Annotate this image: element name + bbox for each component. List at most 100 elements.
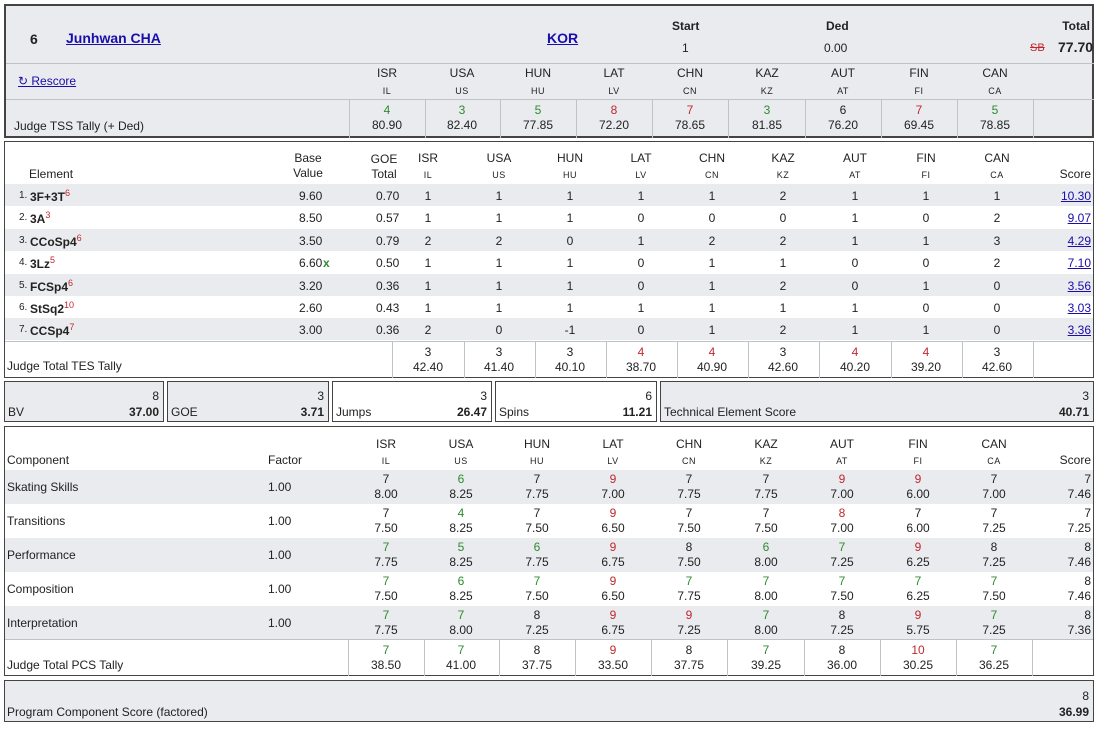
- element-score-link[interactable]: 3.56: [1067, 278, 1091, 293]
- pc-judge-code-aut: AT: [836, 456, 848, 466]
- judge-code-kaz: KZ: [760, 86, 774, 96]
- element-score-link[interactable]: 4.29: [1067, 233, 1091, 248]
- judge-goe-mark: 0: [993, 278, 1001, 293]
- component-judge-rank: 7: [838, 540, 846, 554]
- judge-goe-mark: 1: [424, 211, 432, 226]
- element-sup: 3: [45, 210, 51, 221]
- tes-tally-rank: 3: [424, 345, 432, 359]
- pc-judge-header-fin: FIN: [908, 437, 928, 451]
- judge-goe-mark: 1: [708, 256, 716, 271]
- component-score-rank: 8: [1084, 608, 1091, 622]
- component-judge-value: 6.50: [601, 521, 625, 535]
- judge-header-lat: LAT: [603, 66, 625, 80]
- judge-goe-mark: 0: [495, 323, 503, 338]
- element-code-text: 3Lz: [30, 257, 51, 272]
- component-judge-value: 8.25: [449, 521, 473, 535]
- component-judge-rank: 7: [382, 540, 390, 554]
- judge-goe-mark: 0: [779, 211, 787, 226]
- el-judge-code-hun: HU: [563, 170, 577, 180]
- element-sup: 6: [68, 277, 74, 288]
- component-judge-rank: 9: [609, 608, 617, 622]
- pc-judge-header-lat: LAT: [602, 437, 624, 451]
- tes-tally-rank: 4: [851, 345, 859, 359]
- spins-box: 6 Spins 11.21: [495, 381, 657, 422]
- judge-goe-mark: 1: [566, 278, 574, 293]
- ded-value: 0.00: [824, 41, 848, 55]
- component-name: Composition: [7, 582, 74, 596]
- component-judge-value: 7.75: [525, 487, 549, 501]
- ded-label: Ded: [826, 19, 849, 33]
- pc-judge-code-lat: LV: [607, 456, 619, 466]
- component-judge-rank: 7: [990, 506, 998, 520]
- judge-goe-mark: 1: [851, 233, 859, 248]
- element-score-link[interactable]: 3.03: [1067, 301, 1091, 315]
- component-judge-rank: 9: [838, 472, 846, 486]
- component-judge-rank: 7: [685, 574, 693, 588]
- element-row: 7. CCSp47 3.00 0.36 2 0 -1 0 1 2 1 1 0 3.36: [5, 318, 1093, 340]
- component-judge-rank: 7: [685, 506, 693, 520]
- tes-tally-rank: 3: [566, 345, 574, 359]
- element-goe-total: 0.36: [376, 278, 400, 293]
- judge-goe-mark: 1: [922, 278, 930, 293]
- judge-goe-mark: 0: [993, 301, 1001, 315]
- judge-goe-mark: 1: [779, 256, 787, 271]
- spins-label: Spins: [499, 405, 530, 419]
- component-row: Performance 1.00 7 7.75 5 8.25 6 7.75 9 6.75 8 7.50…: [5, 538, 1093, 572]
- component-judge-value: 6.25: [906, 589, 930, 603]
- element-score-link[interactable]: 3.36: [1067, 323, 1091, 338]
- judge-goe-mark: 1: [424, 189, 432, 203]
- pcs-tally-rank: 7: [762, 643, 770, 657]
- element-row: 2. 3A3 8.50 0.57 1 1 1 0 0 0 1 0 2 9.07: [5, 206, 1093, 228]
- element-score-link[interactable]: 7.10: [1067, 256, 1091, 271]
- component-factor: 1.00: [268, 514, 292, 528]
- nation-link[interactable]: KOR: [547, 30, 579, 46]
- component-judge-rank: 7: [685, 472, 693, 486]
- judge-code-fin: FI: [914, 86, 924, 96]
- element-sup: 6: [76, 232, 82, 243]
- component-judge-rank: 7: [990, 608, 998, 622]
- judge-goe-mark: 1: [495, 189, 503, 203]
- el-judge-header-usa: USA: [486, 151, 512, 165]
- goe-box: 3 GOE 3.71: [167, 381, 329, 422]
- element-index: 1.: [19, 190, 28, 201]
- goe-value: 3.71: [300, 405, 324, 419]
- component-judge-rank: 7: [762, 574, 770, 588]
- element-row: 1. 3F+3T6 9.60 0.70 1 1 1 1 1 2 1 1 1 10.30: [5, 184, 1093, 206]
- component-judge-rank: 7: [382, 608, 390, 622]
- pcs-tally-label: Judge Total PCS Tally: [7, 658, 124, 672]
- element-row: 4. 3Lz5 6.60 x 0.50 1 1 1 0 1 1 0 0 2 7.10: [5, 251, 1093, 273]
- element-goe-total: 0.43: [376, 301, 400, 315]
- skater-name-link[interactable]: Junhwan CHA: [66, 30, 161, 46]
- judge-goe-mark: 1: [637, 189, 645, 203]
- component-score-rank: 7: [1084, 472, 1091, 486]
- pc-judge-code-hun: HU: [530, 456, 544, 466]
- component-score: 7.46: [1067, 589, 1091, 603]
- goe-label: GOE: [171, 405, 198, 419]
- component-row: Interpretation 1.00 7 7.75 7 8.00 8 7.25 9 6.75 9 7…: [5, 606, 1093, 640]
- el-judge-header-isr: ISR: [417, 151, 438, 165]
- el-judge-code-usa: US: [492, 170, 506, 180]
- jumps-box: 3 Jumps 26.47: [332, 381, 492, 422]
- element-score-link[interactable]: 9.07: [1067, 211, 1091, 226]
- tes-tally-value: 38.70: [625, 360, 657, 374]
- element-score-link[interactable]: 10.30: [1060, 189, 1091, 203]
- judge-code-hun: HU: [531, 86, 545, 96]
- component-judge-rank: 9: [914, 472, 922, 486]
- component-judge-value: 8.25: [449, 555, 473, 569]
- pcs-tally-value: 33.50: [597, 658, 629, 672]
- pc-judge-header-isr: ISR: [375, 437, 396, 451]
- rescore-link[interactable]: ↻ Rescore: [18, 74, 77, 88]
- judge-goe-mark: 1: [922, 233, 930, 248]
- component-judge-rank: 7: [382, 574, 390, 588]
- component-judge-value: 7.25: [830, 623, 854, 637]
- goe-rank: 3: [317, 389, 324, 403]
- component-judge-value: 6.75: [601, 623, 625, 637]
- judge-goe-mark: 0: [922, 301, 930, 315]
- tss-rank: 5: [991, 103, 999, 117]
- judge-goe-mark: 0: [922, 256, 930, 271]
- judge-goe-mark: 0: [708, 211, 716, 226]
- pcs-tally-rank: 8: [685, 643, 693, 657]
- bv-value: 37.00: [128, 405, 159, 419]
- component-judge-value: 7.25: [677, 623, 701, 637]
- factor-col-header: Factor: [268, 453, 303, 467]
